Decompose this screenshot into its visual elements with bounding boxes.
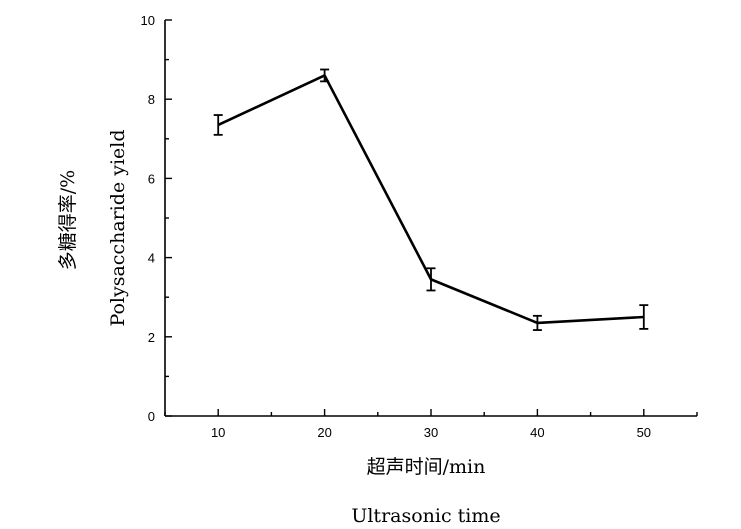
error-bar [639,304,649,330]
x-tick-label: 10 [211,425,225,440]
y-tick-label: 8 [148,92,155,107]
x-axis-title-english: Ultrasonic time [351,505,500,527]
x-tick-label: 20 [317,425,331,440]
y-tick-label: 6 [148,171,155,186]
series-layer [213,68,649,331]
y-ticks: 0 2 4 6 8 10 [141,13,172,424]
y-axis-title-chinese: 多糖得率/% [57,170,79,270]
error-bar [213,114,223,136]
x-tick-label: 30 [424,425,438,440]
y-tick-label: 0 [148,409,155,424]
error-bar [320,68,330,83]
y-axis-title-english: Polysaccharide yield [107,129,129,326]
error-bar [426,267,436,292]
x-tick-label: 50 [637,425,651,440]
x-ticks: 10 20 30 40 50 [164,409,698,440]
y-tick-label: 4 [148,251,155,266]
x-tick-label: 40 [530,425,544,440]
axes [164,20,697,417]
y-tick-label: 10 [141,13,155,28]
x-axis-title-chinese: 超声时间/min [367,456,486,478]
y-tick-label: 2 [148,330,155,345]
error-bar [532,314,542,331]
